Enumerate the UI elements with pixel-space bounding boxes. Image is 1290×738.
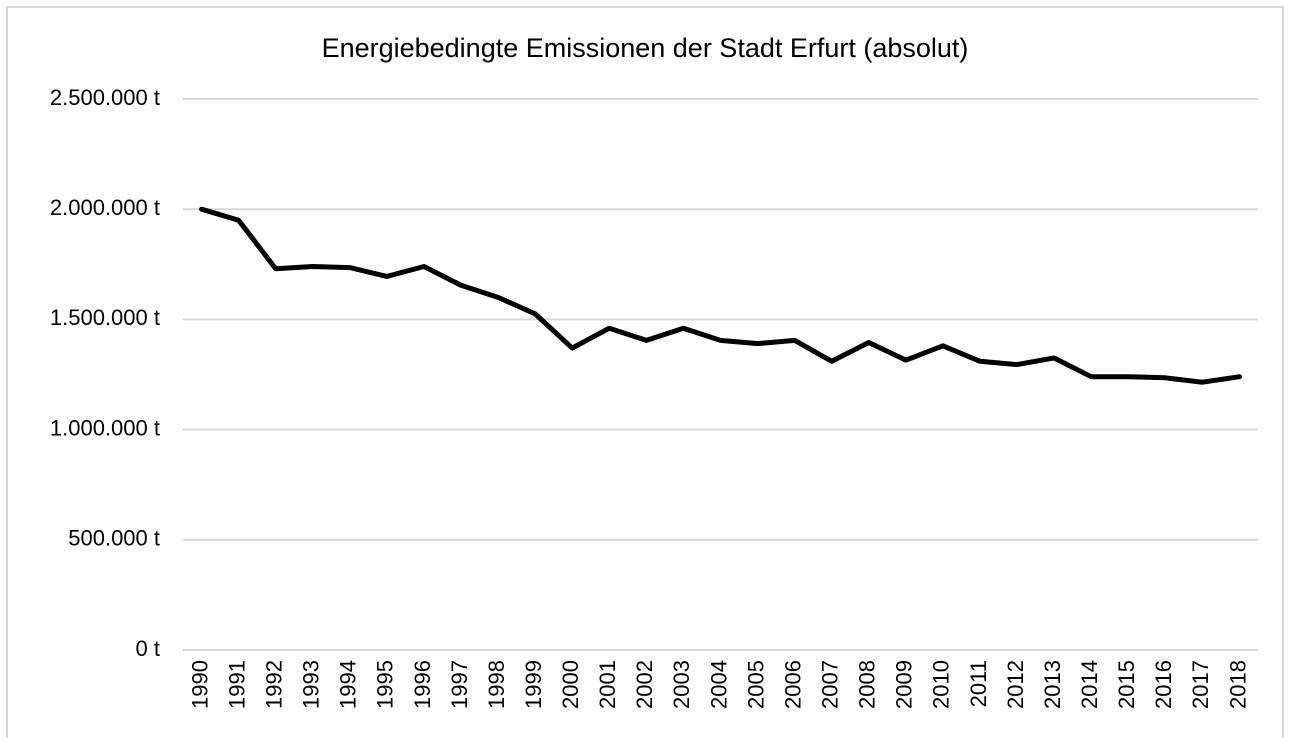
chart-frame [6,6,1284,738]
y-tick-label: 2.000.000 t [50,195,160,220]
x-tick-label: 2016 [1151,660,1176,709]
x-tick-label: 2011 [966,660,991,707]
y-tick-label: 1.000.000 t [50,415,160,440]
x-tick-label: 2000 [558,660,583,709]
x-tick-label: 1992 [261,660,286,709]
x-tick-label: 1996 [410,660,435,709]
x-tick-label: 2008 [855,660,880,709]
x-tick-label: 2018 [1225,660,1250,709]
x-tick-label: 2014 [1077,660,1102,709]
x-tick-label: 2013 [1040,660,1065,709]
y-tick-label: 0 t [136,636,160,661]
x-tick-label: 1990 [187,660,212,709]
x-tick-label: 2015 [1114,660,1139,709]
x-tick-label: 1997 [447,660,472,709]
x-tick-label: 2010 [929,660,954,709]
x-tick-label: 2017 [1188,660,1213,709]
x-tick-label: 1991 [224,660,249,709]
x-tick-label: 1993 [299,660,324,709]
x-tick-label: 2004 [706,660,731,709]
x-tick-label: 1999 [521,660,546,709]
y-tick-label: 2.500.000 t [50,85,160,110]
x-tick-label: 2009 [892,660,917,709]
x-tick-label: 2001 [595,660,620,709]
x-tick-label: 2002 [632,660,657,709]
chart-title: Energiebedingte Emissionen der Stadt Erf… [322,33,969,63]
y-tick-label: 500.000 t [68,526,160,551]
x-tick-label: 2012 [1003,660,1028,709]
x-tick-label: 2005 [743,660,768,709]
x-tick-label: 2007 [818,660,843,709]
x-tick-label: 2006 [780,660,805,709]
x-tick-label: 1998 [484,660,509,709]
x-tick-label: 1994 [336,660,361,709]
x-tick-label: 1995 [373,660,398,709]
data-line [199,206,1242,385]
x-tick-label: 2003 [669,660,694,709]
y-tick-label: 1.500.000 t [50,305,160,330]
